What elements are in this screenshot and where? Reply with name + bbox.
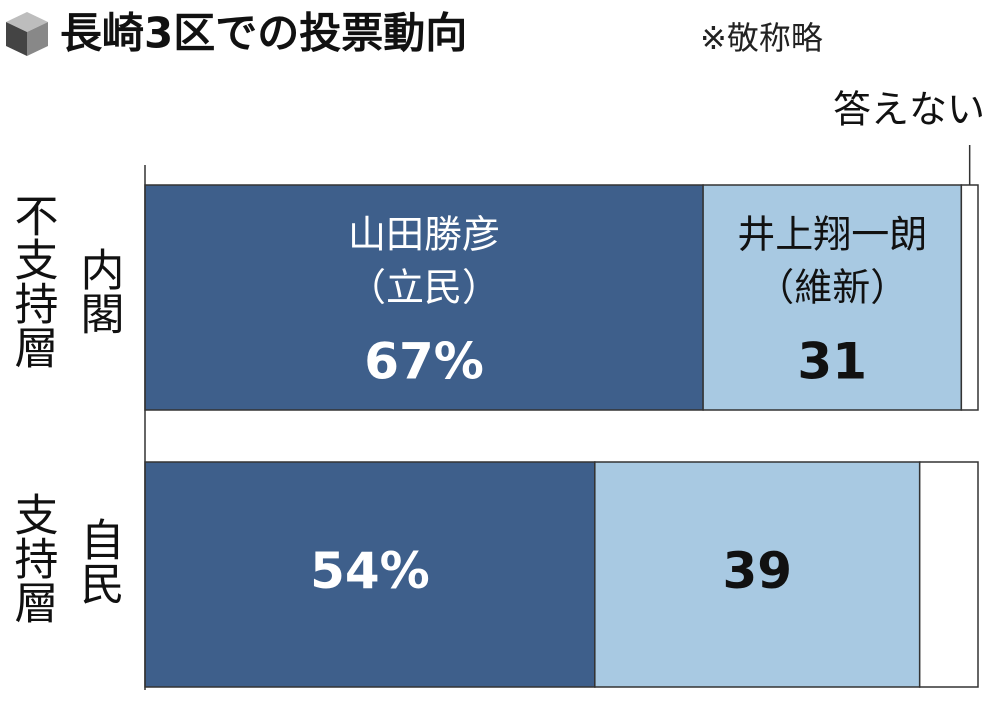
series-affiliation: （立民） [348,266,500,310]
legend-label: 答えない [833,88,985,132]
value-label: 67% [364,333,484,391]
value-label: 31 [797,333,867,391]
bar-segment [918,461,979,688]
title-icon [6,12,48,56]
bar-segment [702,184,963,411]
series-name: 山田勝彦 [348,213,500,257]
bar-segment [960,184,979,411]
chart-title: 長崎3区での投票動向 [60,9,467,58]
bar-segment [144,184,704,411]
series-affiliation: （維新） [756,266,908,310]
value-label: 54% [310,542,430,600]
category-label: 自民 [73,517,124,605]
category-label: 支持層 [7,492,58,624]
value-label: 39 [722,542,792,600]
category-label: 内閣 [73,247,124,335]
bar-segment [144,461,596,688]
series-name: 井上翔一朗 [737,213,927,257]
note: ※敬称略 [700,19,823,57]
category-label: 不支持層 [7,193,58,369]
bar-segment [594,461,921,688]
